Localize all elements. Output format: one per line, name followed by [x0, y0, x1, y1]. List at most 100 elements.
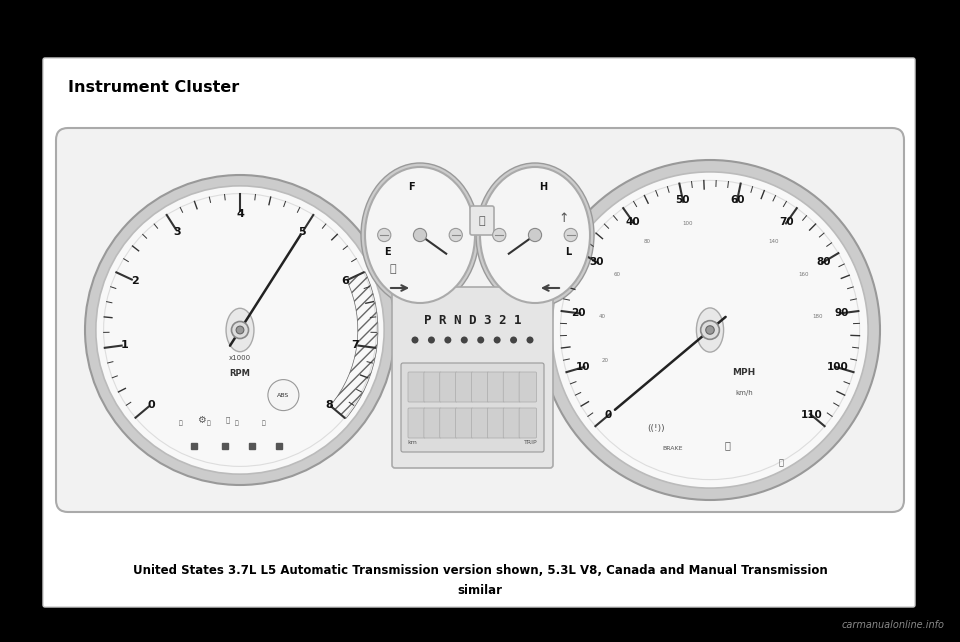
Ellipse shape: [696, 308, 724, 352]
Text: 100: 100: [683, 221, 693, 226]
Text: 3: 3: [174, 227, 181, 237]
FancyBboxPatch shape: [488, 372, 505, 402]
Text: 0: 0: [605, 410, 612, 421]
Text: F: F: [408, 182, 415, 193]
FancyBboxPatch shape: [440, 408, 457, 438]
Circle shape: [268, 379, 299, 411]
Circle shape: [444, 336, 451, 343]
FancyBboxPatch shape: [456, 408, 473, 438]
Text: 20: 20: [602, 358, 609, 363]
Text: ((!)): ((!)): [647, 424, 664, 433]
Circle shape: [85, 175, 395, 485]
Text: 40: 40: [599, 314, 606, 318]
Circle shape: [706, 325, 714, 334]
Circle shape: [552, 172, 868, 488]
Circle shape: [526, 336, 534, 343]
Text: 80: 80: [817, 257, 831, 267]
Text: 60: 60: [613, 272, 620, 277]
Text: ABS: ABS: [277, 393, 290, 397]
Text: 100: 100: [827, 362, 848, 372]
Text: carmanualonline.info: carmanualonline.info: [842, 620, 945, 630]
Text: RPM: RPM: [229, 369, 251, 378]
FancyBboxPatch shape: [519, 408, 537, 438]
Text: ⛽: ⛽: [389, 264, 396, 274]
Ellipse shape: [361, 163, 479, 307]
Circle shape: [231, 322, 249, 338]
Text: 5: 5: [299, 227, 306, 237]
Text: P R N D 3 2 1: P R N D 3 2 1: [423, 313, 521, 327]
Text: similar: similar: [458, 584, 502, 596]
Text: TRIP: TRIP: [524, 440, 538, 444]
Text: 160: 160: [798, 272, 808, 277]
Text: 110: 110: [801, 410, 823, 421]
Text: 90: 90: [834, 308, 849, 318]
Text: 7: 7: [351, 340, 359, 350]
Text: 10: 10: [576, 362, 590, 372]
Text: ⬛: ⬛: [235, 421, 239, 426]
FancyBboxPatch shape: [470, 206, 494, 235]
Text: 180: 180: [813, 314, 823, 318]
Text: ↑: ↑: [559, 211, 569, 225]
Circle shape: [414, 229, 426, 241]
FancyBboxPatch shape: [401, 363, 544, 452]
Circle shape: [564, 229, 577, 241]
Circle shape: [236, 326, 244, 334]
Circle shape: [477, 336, 484, 343]
Ellipse shape: [226, 308, 254, 352]
FancyBboxPatch shape: [456, 372, 473, 402]
Text: ⚙: ⚙: [197, 415, 205, 425]
Text: 60: 60: [730, 195, 744, 205]
FancyBboxPatch shape: [471, 408, 489, 438]
Circle shape: [96, 186, 384, 474]
Text: x1000: x1000: [228, 355, 252, 361]
Circle shape: [492, 229, 506, 241]
Text: ⬛: ⬛: [261, 421, 265, 426]
Text: 🔑: 🔑: [779, 458, 784, 467]
Ellipse shape: [476, 163, 594, 307]
Text: km/h: km/h: [735, 390, 753, 396]
Text: 1: 1: [121, 340, 129, 350]
Text: 6: 6: [342, 276, 349, 286]
Circle shape: [701, 320, 719, 340]
Text: 0: 0: [147, 400, 155, 410]
FancyBboxPatch shape: [519, 372, 537, 402]
Circle shape: [377, 229, 391, 241]
FancyBboxPatch shape: [43, 58, 915, 607]
Text: United States 3.7L L5 Automatic Transmission version shown, 5.3L V8, Canada and : United States 3.7L L5 Automatic Transmis…: [132, 564, 828, 577]
Circle shape: [428, 336, 435, 343]
Text: BRAKE: BRAKE: [662, 446, 683, 451]
Ellipse shape: [480, 167, 590, 303]
FancyBboxPatch shape: [56, 128, 904, 512]
Text: 8: 8: [325, 400, 333, 410]
Text: Instrument Cluster: Instrument Cluster: [68, 80, 239, 96]
Circle shape: [528, 229, 541, 241]
FancyBboxPatch shape: [471, 372, 489, 402]
Circle shape: [449, 229, 463, 241]
Text: 50: 50: [676, 195, 690, 205]
Circle shape: [510, 336, 517, 343]
Text: 80: 80: [643, 239, 650, 244]
FancyBboxPatch shape: [503, 372, 520, 402]
Text: E: E: [384, 247, 391, 257]
FancyBboxPatch shape: [440, 372, 457, 402]
Circle shape: [412, 336, 419, 343]
FancyBboxPatch shape: [424, 372, 442, 402]
FancyBboxPatch shape: [488, 408, 505, 438]
Text: 30: 30: [589, 257, 604, 267]
Circle shape: [540, 160, 880, 500]
Text: ⬛: ⬛: [207, 421, 211, 426]
Text: ⏻: ⏻: [479, 216, 486, 226]
FancyBboxPatch shape: [408, 408, 425, 438]
Text: 🔒: 🔒: [724, 440, 730, 451]
Text: 40: 40: [626, 217, 640, 227]
FancyBboxPatch shape: [408, 372, 425, 402]
Text: MPH: MPH: [732, 368, 756, 377]
Text: 70: 70: [780, 217, 794, 227]
Text: km: km: [407, 440, 417, 444]
Text: 140: 140: [768, 239, 779, 244]
Text: L: L: [564, 247, 571, 257]
Text: 2: 2: [131, 276, 138, 286]
Text: H: H: [540, 182, 547, 193]
FancyBboxPatch shape: [424, 408, 442, 438]
Circle shape: [493, 336, 501, 343]
